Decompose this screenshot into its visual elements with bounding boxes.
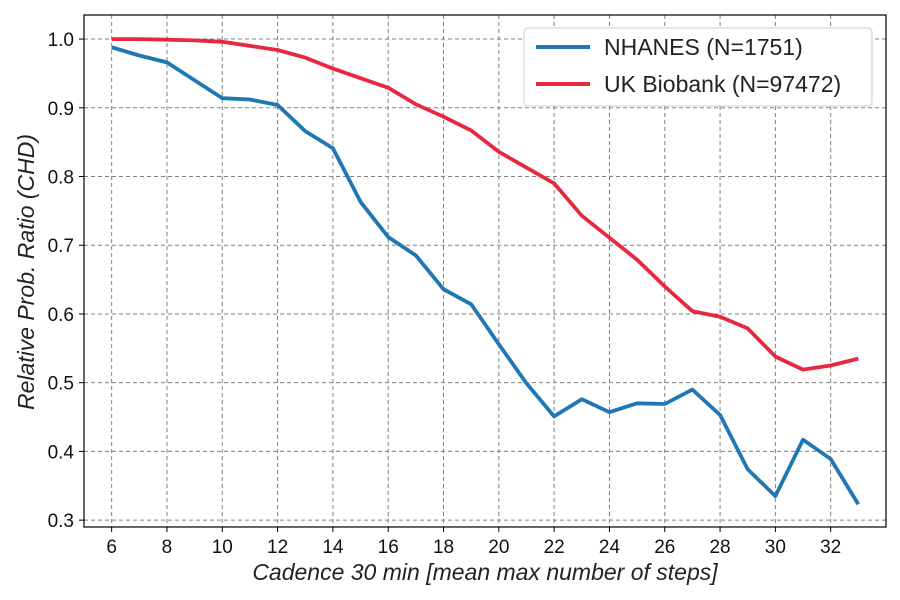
series-lines <box>111 37 860 506</box>
x-tick-label: 10 <box>212 537 233 558</box>
x-tick-label: 24 <box>599 537 621 558</box>
y-tick-label: 0.3 <box>48 511 74 532</box>
y-axis-ticks: 0.3 0.4 0.5 0.6 0.7 0.8 0.9 1.0 <box>48 30 84 532</box>
x-tick-label: 14 <box>322 537 344 558</box>
legend-label-nhanes: NHANES (N=1751) <box>604 34 803 60</box>
legend-box <box>523 27 873 107</box>
x-tick-label: 30 <box>765 537 786 558</box>
y-tick-label: 1.0 <box>48 30 74 51</box>
x-tick-label: 16 <box>378 537 399 558</box>
x-tick-label: 26 <box>654 537 675 558</box>
y-tick-label: 0.4 <box>48 442 75 463</box>
x-axis-label: Cadence 30 min [mean max number of steps… <box>252 559 718 585</box>
y-tick-label: 0.5 <box>48 374 74 395</box>
y-tick-label: 0.8 <box>48 168 74 189</box>
series-line-nhanes <box>111 45 860 506</box>
y-tick-label: 0.7 <box>48 236 74 257</box>
y-axis-label: Relative Prob. Ratio (CHD) <box>13 134 39 410</box>
plot-frame <box>83 14 887 528</box>
series-line-uk-biobank <box>111 37 859 372</box>
y-tick-label: 0.6 <box>48 305 74 326</box>
y-tick-label: 0.9 <box>48 99 74 120</box>
x-axis-ticks: 6 8 10 12 14 16 18 20 22 24 26 28 30 32 <box>106 527 841 558</box>
x-tick-label: 32 <box>820 537 841 558</box>
x-tick-label: 28 <box>709 537 730 558</box>
legend: NHANES (N=1751) UK Biobank (N=97472) <box>523 27 873 107</box>
x-tick-label: 6 <box>106 537 117 558</box>
x-tick-label: 22 <box>544 537 565 558</box>
x-tick-label: 8 <box>162 537 173 558</box>
x-tick-label: 20 <box>488 537 509 558</box>
legend-label-uk-biobank: UK Biobank (N=97472) <box>604 71 841 97</box>
x-tick-label: 18 <box>433 537 454 558</box>
x-tick-label: 12 <box>267 537 288 558</box>
